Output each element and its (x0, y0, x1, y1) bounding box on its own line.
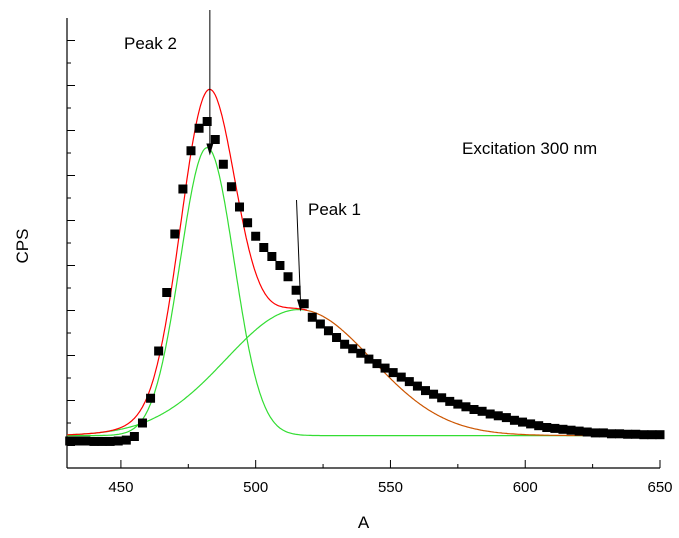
data-point (299, 299, 309, 309)
data-point (170, 229, 180, 239)
data-point (218, 159, 228, 169)
data-point (154, 346, 164, 356)
data-point (291, 285, 301, 295)
data-point (73, 436, 83, 446)
data-point (631, 429, 641, 439)
data-point (162, 288, 172, 297)
data-point (210, 135, 220, 144)
data-point (574, 426, 584, 436)
data-point (146, 393, 156, 403)
data-point (129, 432, 139, 441)
data-point (469, 405, 479, 414)
total-fit-curve (67, 88, 308, 436)
data-point (429, 389, 439, 399)
data-point (477, 406, 487, 416)
peak-1-fit-curve (67, 309, 305, 436)
data-point (121, 435, 131, 445)
data-point (105, 436, 115, 446)
data-point (582, 427, 592, 437)
data-point (615, 429, 625, 439)
data-point (526, 419, 536, 429)
data-point (315, 319, 325, 329)
data-point (396, 372, 406, 382)
data-point (566, 425, 576, 435)
data-point (235, 202, 245, 212)
peak-1-label: Peak 1 (308, 200, 361, 219)
data-point (259, 243, 269, 252)
x-axis-ticks (120, 460, 661, 468)
x-tick-label: 600 (513, 479, 538, 496)
data-point (364, 354, 374, 364)
data-points (65, 117, 665, 446)
peak-2-fit-curve (67, 146, 660, 437)
peak-2-label: Peak 2 (124, 34, 177, 53)
data-point (647, 430, 657, 440)
x-tick-label: 550 (378, 479, 403, 496)
x-axis-title: A (358, 513, 370, 532)
data-point (186, 146, 196, 156)
data-point (606, 429, 616, 439)
data-point (501, 413, 511, 423)
data-point (404, 377, 414, 387)
peak-annotations: Peak 2 Peak 1 Excitation 300 nm (124, 10, 597, 312)
data-point (307, 312, 317, 322)
data-point (558, 424, 568, 434)
peak-1-arrow (296, 199, 302, 302)
data-point (267, 252, 277, 261)
data-point (509, 415, 519, 425)
data-point (623, 429, 633, 439)
data-point (97, 436, 107, 446)
data-point (137, 418, 147, 428)
data-point (243, 218, 253, 228)
data-point (251, 231, 261, 241)
peak-2-arrowhead (206, 143, 214, 156)
data-point (113, 436, 123, 446)
data-point (81, 436, 91, 446)
data-point (226, 182, 236, 192)
data-point (534, 421, 544, 431)
data-point (65, 436, 75, 446)
data-point (348, 344, 358, 354)
data-point (89, 436, 99, 446)
data-point (178, 184, 188, 194)
x-axis-tick-labels: 450 500 550 600 650 (108, 479, 672, 496)
data-point (356, 348, 366, 358)
data-point (380, 363, 390, 373)
y-axis-ticks (67, 40, 75, 446)
data-point (461, 402, 471, 412)
data-point (275, 261, 285, 270)
data-point (323, 326, 333, 336)
x-tick-label: 450 (108, 479, 133, 496)
x-tick-label: 500 (243, 479, 268, 496)
data-point (485, 409, 495, 419)
y-axis-title: CPS (13, 229, 32, 264)
data-point (518, 417, 528, 427)
data-point (550, 423, 560, 433)
data-point (437, 393, 447, 403)
data-point (598, 428, 608, 438)
excitation-label: Excitation 300 nm (462, 139, 597, 158)
data-point (412, 381, 422, 391)
data-point (542, 423, 552, 432)
data-point (655, 430, 665, 440)
data-point (493, 411, 503, 421)
data-point (202, 117, 212, 126)
data-point (283, 272, 293, 282)
data-point (388, 368, 398, 378)
peak-1-fit-tail (304, 309, 660, 437)
data-point (194, 123, 204, 133)
data-point (372, 359, 382, 369)
data-point (445, 396, 455, 406)
data-point (453, 399, 463, 409)
data-point (332, 333, 342, 342)
data-point (420, 386, 430, 396)
peak-1-arrowhead (297, 299, 305, 312)
data-point (639, 430, 649, 440)
data-point (590, 428, 600, 438)
x-tick-label: 650 (647, 479, 672, 496)
data-point (340, 339, 350, 349)
